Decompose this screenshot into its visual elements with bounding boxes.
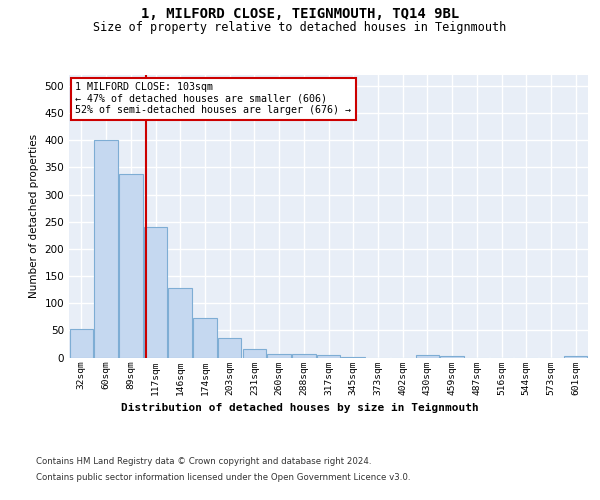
Bar [169, 288, 192, 358]
Bar [564, 356, 587, 358]
Bar [317, 356, 340, 358]
Text: 1 MILFORD CLOSE: 103sqm
← 47% of detached houses are smaller (606)
52% of semi-d: 1 MILFORD CLOSE: 103sqm ← 47% of detache… [75, 82, 351, 116]
Bar [218, 338, 241, 357]
Bar [341, 357, 365, 358]
Text: Contains public sector information licensed under the Open Government Licence v3: Contains public sector information licen… [36, 472, 410, 482]
Bar [242, 350, 266, 358]
Bar [416, 355, 439, 358]
Bar [144, 227, 167, 358]
Bar [94, 140, 118, 358]
Bar [292, 354, 316, 358]
Text: Contains HM Land Registry data © Crown copyright and database right 2024.: Contains HM Land Registry data © Crown c… [36, 458, 371, 466]
Y-axis label: Number of detached properties: Number of detached properties [29, 134, 39, 298]
Text: Distribution of detached houses by size in Teignmouth: Distribution of detached houses by size … [121, 402, 479, 412]
Bar [268, 354, 291, 358]
Bar [119, 174, 143, 358]
Text: Size of property relative to detached houses in Teignmouth: Size of property relative to detached ho… [94, 21, 506, 34]
Bar [440, 356, 464, 358]
Bar [193, 318, 217, 358]
Text: 1, MILFORD CLOSE, TEIGNMOUTH, TQ14 9BL: 1, MILFORD CLOSE, TEIGNMOUTH, TQ14 9BL [141, 8, 459, 22]
Bar [70, 329, 93, 358]
